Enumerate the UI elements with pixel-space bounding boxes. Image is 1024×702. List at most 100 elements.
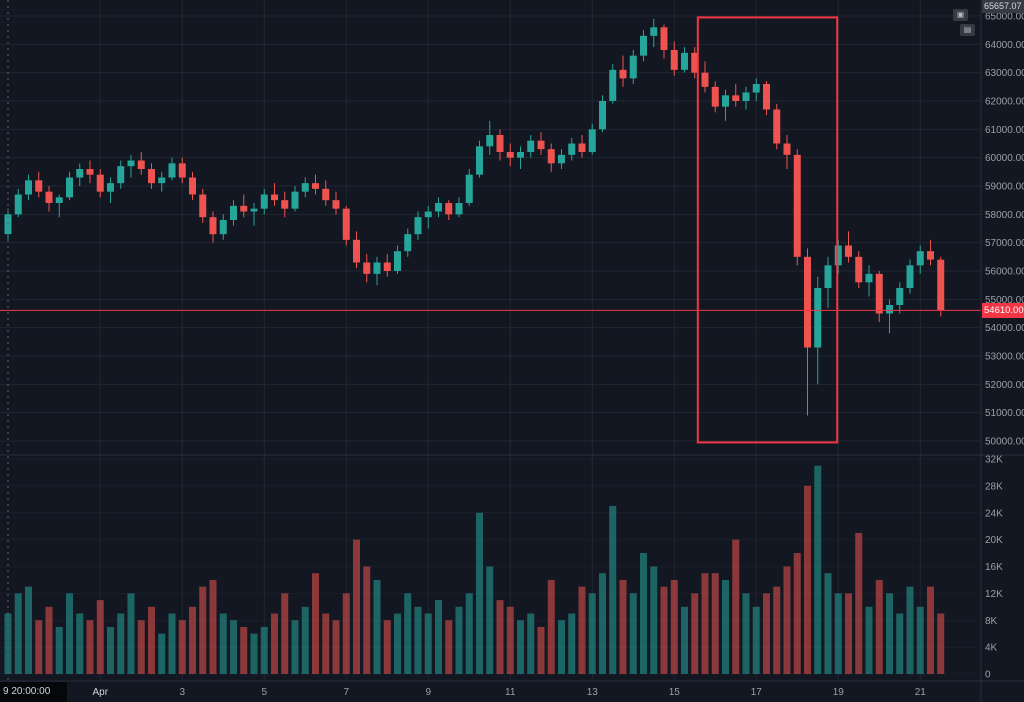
volume-bar bbox=[271, 613, 278, 674]
volume-bar bbox=[291, 620, 299, 674]
volume-bar bbox=[773, 586, 781, 674]
volume-bar bbox=[599, 573, 606, 674]
candle-body bbox=[783, 143, 791, 155]
price-axis-label: 53000.00 bbox=[985, 352, 1024, 363]
volume-bar bbox=[568, 613, 576, 674]
candle-body bbox=[609, 69, 617, 101]
price-axis-label: 50000.00 bbox=[985, 437, 1024, 448]
volume-bar bbox=[486, 566, 494, 674]
volume-bar bbox=[496, 600, 504, 674]
candle-body bbox=[773, 109, 781, 144]
candle-body bbox=[445, 203, 453, 215]
price-axis-label: 65000.00 bbox=[985, 12, 1024, 23]
volume-bar bbox=[148, 606, 155, 674]
candle-body bbox=[906, 265, 914, 288]
candle-body bbox=[373, 262, 381, 274]
volume-bar bbox=[230, 620, 237, 674]
candle-body bbox=[732, 95, 740, 101]
volume-bar bbox=[66, 593, 73, 674]
candle-body bbox=[117, 166, 125, 184]
volume-bar bbox=[96, 600, 104, 674]
candle-body bbox=[824, 265, 832, 288]
candle-body bbox=[640, 35, 647, 56]
panel-icon-1[interactable]: ▣ bbox=[953, 9, 968, 21]
candle-body bbox=[45, 191, 53, 203]
candle-body bbox=[353, 239, 360, 263]
volume-bar bbox=[35, 620, 43, 674]
crosshair-time-label: 9 20:00:00 bbox=[0, 682, 67, 702]
volume-bar bbox=[209, 579, 217, 674]
candle-body bbox=[793, 154, 801, 257]
volume-bar bbox=[927, 586, 934, 674]
volume-bar bbox=[312, 573, 319, 674]
candle-body bbox=[260, 194, 268, 209]
volume-bar bbox=[14, 593, 22, 674]
volume-bar bbox=[25, 586, 32, 674]
volume-axis-label: 8K bbox=[985, 616, 998, 627]
candle-body bbox=[865, 273, 873, 283]
candle-body bbox=[301, 183, 309, 192]
volume-bar bbox=[189, 606, 196, 674]
candle-body bbox=[619, 69, 627, 79]
candle-body bbox=[4, 214, 12, 235]
candle-body bbox=[476, 146, 483, 175]
volume-bar bbox=[107, 626, 114, 674]
volume-bar bbox=[752, 606, 760, 674]
candle-body bbox=[35, 180, 43, 192]
candle-body bbox=[363, 262, 371, 274]
volume-bar bbox=[732, 539, 740, 674]
candle-body bbox=[86, 169, 94, 175]
volume-bar bbox=[670, 579, 678, 674]
volume-axis-label: 16K bbox=[985, 562, 1003, 573]
candle-body bbox=[814, 288, 822, 348]
candle-body bbox=[537, 140, 545, 150]
volume-bar bbox=[660, 586, 668, 674]
panel-icon-2[interactable]: ▤ bbox=[960, 24, 975, 36]
time-axis-label: 17 bbox=[751, 687, 763, 698]
volume-bar bbox=[609, 506, 617, 674]
candle-body bbox=[435, 203, 442, 212]
volume-axis-label: 0 bbox=[985, 670, 991, 681]
volume-bar bbox=[742, 593, 750, 674]
candle-body bbox=[937, 259, 945, 311]
volume-bar bbox=[578, 586, 586, 674]
candle-body bbox=[599, 101, 606, 130]
candle-body bbox=[96, 174, 104, 192]
time-axis-label: Apr bbox=[92, 687, 108, 698]
volume-bar bbox=[937, 613, 945, 674]
price-axis-label: 55000.00 bbox=[985, 295, 1024, 306]
annotation-box[interactable] bbox=[696, 16, 839, 444]
candle-body bbox=[137, 160, 145, 169]
time-axis-label: 3 bbox=[179, 687, 185, 698]
price-axis-label: 63000.00 bbox=[985, 68, 1024, 79]
volume-bar bbox=[793, 553, 801, 674]
candle-body bbox=[916, 251, 924, 266]
time-axis-label: 15 bbox=[669, 687, 681, 698]
candle-body bbox=[291, 191, 299, 209]
candle-body bbox=[168, 163, 176, 178]
volume-bar bbox=[547, 579, 555, 674]
volume-axis-label: 20K bbox=[985, 535, 1003, 546]
volume-bar bbox=[865, 606, 873, 674]
candle-body bbox=[506, 152, 514, 158]
candle-body bbox=[148, 169, 155, 184]
candle-body bbox=[588, 129, 596, 152]
candle-body bbox=[763, 84, 770, 110]
price-axis-label: 59000.00 bbox=[985, 182, 1024, 193]
candle-body bbox=[424, 211, 432, 218]
volume-bar bbox=[404, 593, 412, 674]
candle-body bbox=[742, 92, 750, 101]
time-axis-label: 19 bbox=[833, 687, 845, 698]
time-axis-label: 5 bbox=[261, 687, 267, 698]
volume-bar bbox=[435, 600, 442, 674]
volume-axis-label: 12K bbox=[985, 589, 1003, 600]
price-axis-label: 58000.00 bbox=[985, 210, 1024, 221]
candle-body bbox=[158, 177, 166, 184]
volume-bar bbox=[527, 613, 535, 674]
candle-body bbox=[250, 208, 258, 212]
price-axis-label: 57000.00 bbox=[985, 238, 1024, 249]
candle-body bbox=[517, 152, 524, 158]
candle-body bbox=[691, 52, 699, 73]
